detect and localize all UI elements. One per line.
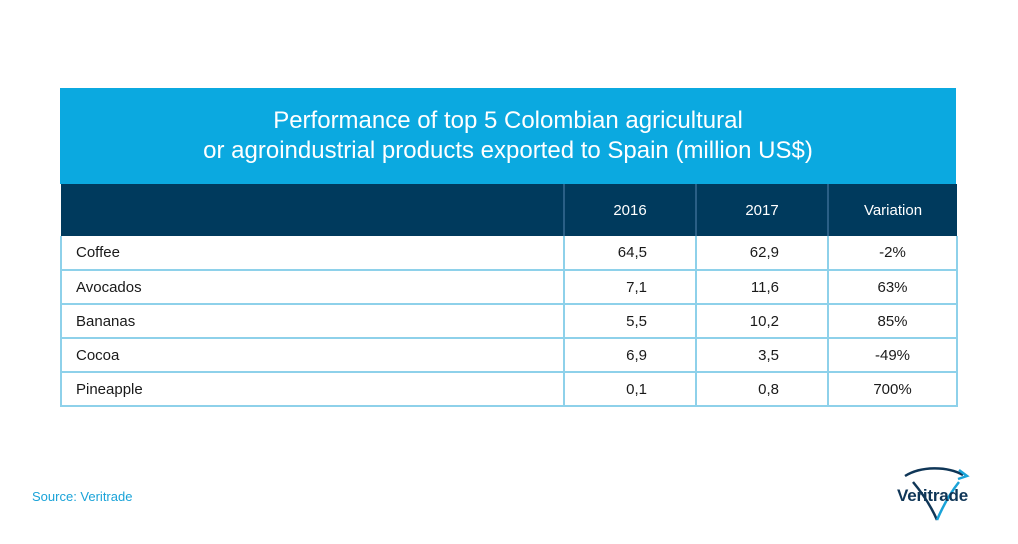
header-2017: 2017 — [695, 184, 828, 236]
cell-product: Cocoa — [60, 338, 564, 373]
header-2016: 2016 — [563, 184, 696, 236]
logo-wordmark: Veritrade — [897, 486, 968, 505]
title-line-1: Performance of top 5 Colombian agricultu… — [273, 107, 743, 134]
table-row: Pineapple 0,1 0,8 700% — [60, 372, 958, 407]
cell-2017: 11,6 — [695, 270, 828, 305]
source-note: Source: Veritrade — [32, 489, 133, 504]
cell-product: Bananas — [60, 304, 564, 339]
cell-product: Pineapple — [60, 372, 564, 407]
table-row: Avocados 7,1 11,6 63% — [60, 270, 958, 305]
cell-variation: 700% — [827, 372, 958, 407]
cell-product: Coffee — [60, 236, 564, 271]
table-row: Coffee 64,5 62,9 -2% — [60, 236, 958, 271]
veritrade-logo: Veritrade — [897, 466, 987, 524]
cell-2016: 0,1 — [563, 372, 696, 407]
table-row: Bananas 5,5 10,2 85% — [60, 304, 958, 339]
exports-table: 2016 2017 Variation Coffee 64,5 62,9 -2%… — [60, 184, 958, 407]
header-variation: Variation — [827, 184, 957, 236]
cell-2017: 62,9 — [695, 236, 828, 271]
table-title-band: Performance of top 5 Colombian agricultu… — [60, 88, 956, 184]
cell-2016: 64,5 — [563, 236, 696, 271]
table-row: Cocoa 6,9 3,5 -49% — [60, 338, 958, 373]
cell-product: Avocados — [60, 270, 564, 305]
cell-2017: 3,5 — [695, 338, 828, 373]
cell-variation: 85% — [827, 304, 958, 339]
title-line-2: or agroindustrial products exported to S… — [203, 137, 813, 164]
cell-variation: 63% — [827, 270, 958, 305]
cell-2017: 0,8 — [695, 372, 828, 407]
cell-2016: 7,1 — [563, 270, 696, 305]
cell-variation: -2% — [827, 236, 958, 271]
cell-2016: 6,9 — [563, 338, 696, 373]
header-row: 2016 2017 Variation — [61, 184, 957, 236]
header-product — [61, 184, 564, 236]
cell-2017: 10,2 — [695, 304, 828, 339]
cell-variation: -49% — [827, 338, 958, 373]
cell-2016: 5,5 — [563, 304, 696, 339]
veritrade-swoosh-icon — [904, 467, 970, 521]
